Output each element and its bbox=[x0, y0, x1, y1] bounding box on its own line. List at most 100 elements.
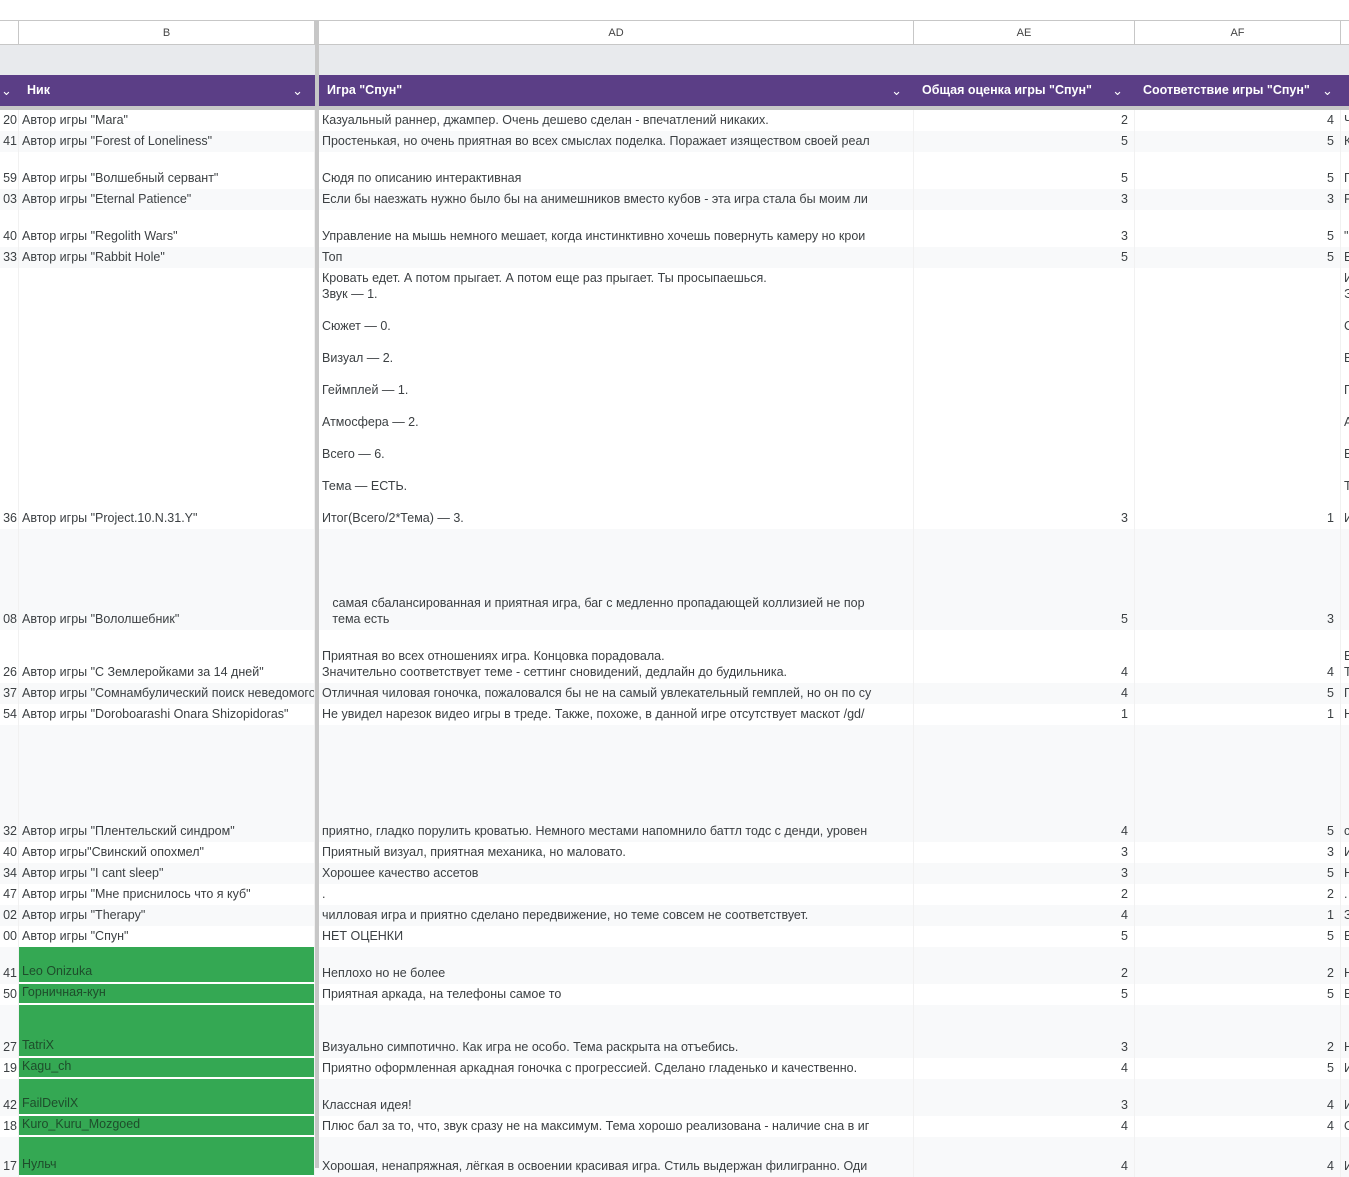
next-column-cell[interactable]: З bbox=[1341, 905, 1349, 926]
column-header-a[interactable] bbox=[0, 21, 19, 45]
nick-cell[interactable]: Автор игры "Forest of Loneliness" bbox=[19, 131, 315, 152]
nick-cell[interactable]: Автор игры "С Землеройками за 14 дней" bbox=[19, 630, 315, 683]
next-column-cell[interactable]: В Т bbox=[1341, 630, 1349, 683]
review-cell[interactable]: Неплохо но не более bbox=[319, 947, 914, 984]
chevron-down-icon[interactable]: ⌄ bbox=[891, 83, 902, 98]
nick-cell[interactable]: Автор игры "Eternal Patience" bbox=[19, 189, 315, 210]
row-number[interactable]: 32 bbox=[0, 725, 19, 842]
nick-cell[interactable]: Kagu_ch bbox=[19, 1058, 315, 1079]
row-number[interactable]: 40 bbox=[0, 210, 19, 247]
review-cell[interactable]: Приятный визуал, приятная механика, но м… bbox=[319, 842, 914, 863]
score-cell[interactable]: 3 bbox=[914, 189, 1135, 210]
row-number[interactable]: 36 bbox=[0, 268, 19, 529]
theme-cell[interactable]: 5 bbox=[1135, 984, 1341, 1005]
score-cell[interactable]: 5 bbox=[914, 247, 1135, 268]
review-cell[interactable]: Если бы наезжать нужно было бы на анимеш… bbox=[319, 189, 914, 210]
row-number[interactable]: 00 bbox=[0, 926, 19, 947]
score-cell[interactable]: 5 bbox=[914, 131, 1135, 152]
next-column-cell[interactable]: Р bbox=[1341, 189, 1349, 210]
score-cell[interactable]: 2 bbox=[914, 884, 1135, 905]
nick-cell[interactable]: Автор игры "Doroboarashi Onara Shizopido… bbox=[19, 704, 315, 725]
row-number[interactable]: 59 bbox=[0, 152, 19, 189]
score-cell[interactable]: 5 bbox=[914, 926, 1135, 947]
score-cell[interactable]: 3 bbox=[914, 210, 1135, 247]
next-column-cell[interactable]: И bbox=[1341, 1058, 1349, 1079]
theme-cell[interactable]: 5 bbox=[1135, 247, 1341, 268]
chevron-down-icon[interactable]: ⌄ bbox=[292, 83, 303, 98]
review-cell[interactable]: Приятная во всех отношениях игра. Концов… bbox=[319, 630, 914, 683]
theme-cell[interactable]: 1 bbox=[1135, 268, 1341, 529]
next-column-cell[interactable]: Н bbox=[1341, 947, 1349, 984]
next-column-cell[interactable] bbox=[1341, 529, 1349, 630]
score-cell[interactable]: 4 bbox=[914, 630, 1135, 683]
review-cell[interactable]: Классная идея! bbox=[319, 1079, 914, 1116]
nick-cell[interactable]: Автор игры "Вололшебник" bbox=[19, 529, 315, 630]
next-column-cell[interactable]: В bbox=[1341, 984, 1349, 1005]
nick-cell[interactable]: Автор игры "Плентельский синдром" bbox=[19, 725, 315, 842]
score-cell[interactable]: 4 bbox=[914, 1116, 1135, 1137]
review-cell[interactable]: Сюдя по описанию интерактивная bbox=[319, 152, 914, 189]
next-column-cell[interactable]: Е bbox=[1341, 247, 1349, 268]
review-cell[interactable]: Управление на мышь немного мешает, когда… bbox=[319, 210, 914, 247]
review-cell[interactable]: Плюс бал за то, что, звук сразу не на ма… bbox=[319, 1116, 914, 1137]
score-cell[interactable]: 5 bbox=[914, 984, 1135, 1005]
theme-cell[interactable]: 3 bbox=[1135, 189, 1341, 210]
chevron-down-icon[interactable]: ⌄ bbox=[1, 83, 12, 98]
next-column-cell[interactable]: Н bbox=[1341, 704, 1349, 725]
row-number[interactable]: 19 bbox=[0, 1058, 19, 1079]
next-column-cell[interactable]: . bbox=[1341, 884, 1349, 905]
review-cell[interactable]: Хорошая, ненапряжная, лёгкая в освоении … bbox=[319, 1137, 914, 1177]
score-cell[interactable]: 2 bbox=[914, 110, 1135, 131]
column-header-ad[interactable]: AD bbox=[319, 21, 914, 45]
frozen-divider[interactable] bbox=[0, 106, 1349, 110]
review-cell[interactable]: Приятная аркада, на телефоны самое то bbox=[319, 984, 914, 1005]
score-cell[interactable]: 5 bbox=[914, 152, 1135, 189]
score-cell[interactable]: 4 bbox=[914, 1058, 1135, 1079]
row-number[interactable]: 54 bbox=[0, 704, 19, 725]
review-cell[interactable]: Кровать едет. А потом прыгает. А потом е… bbox=[319, 268, 914, 529]
next-column-cell[interactable]: И bbox=[1341, 1137, 1349, 1177]
nick-cell[interactable]: Автор игры "Сомнамбулический поиск невед… bbox=[19, 683, 315, 704]
next-column-cell[interactable]: О bbox=[1341, 1116, 1349, 1137]
theme-cell[interactable]: 4 bbox=[1135, 1137, 1341, 1177]
review-cell[interactable]: Хорошее качество ассетов bbox=[319, 863, 914, 884]
theme-cell[interactable]: 4 bbox=[1135, 1079, 1341, 1116]
nick-cell[interactable]: FailDevilX bbox=[19, 1079, 315, 1116]
row-number[interactable]: 37 bbox=[0, 683, 19, 704]
theme-cell[interactable]: 2 bbox=[1135, 947, 1341, 984]
score-cell[interactable]: 5 bbox=[914, 529, 1135, 630]
nick-cell[interactable]: Автор игры"Свинский опохмел" bbox=[19, 842, 315, 863]
nick-cell[interactable]: Автор игры "Мне приснилось что я куб" bbox=[19, 884, 315, 905]
score-cell[interactable]: 3 bbox=[914, 1005, 1135, 1058]
row-number[interactable]: 47 bbox=[0, 884, 19, 905]
nick-cell[interactable]: Автор игры "Спун" bbox=[19, 926, 315, 947]
next-column-cell[interactable]: " bbox=[1341, 210, 1349, 247]
score-cell[interactable]: 4 bbox=[914, 725, 1135, 842]
column-header-ae[interactable]: AE bbox=[914, 21, 1135, 45]
nick-cell[interactable]: Автор игры "Regolith Wars" bbox=[19, 210, 315, 247]
next-column-cell[interactable]: Ч bbox=[1341, 110, 1349, 131]
theme-cell[interactable]: 5 bbox=[1135, 863, 1341, 884]
column-header-ag[interactable] bbox=[1341, 21, 1349, 45]
row-number[interactable]: 40 bbox=[0, 842, 19, 863]
nick-cell[interactable]: Нульч bbox=[19, 1137, 315, 1177]
review-cell[interactable]: Казуальный раннер, джампер. Очень дешево… bbox=[319, 110, 914, 131]
nick-cell[interactable]: Автор игры "I cant sleep" bbox=[19, 863, 315, 884]
nick-cell[interactable]: Автор игры "Mara" bbox=[19, 110, 315, 131]
frozen-column-divider[interactable] bbox=[315, 21, 319, 1168]
column-header-af[interactable]: AF bbox=[1135, 21, 1341, 45]
nick-cell[interactable]: Leo Onizuka bbox=[19, 947, 315, 984]
theme-cell[interactable]: 5 bbox=[1135, 683, 1341, 704]
row-number[interactable]: 17 bbox=[0, 1137, 19, 1177]
row-number[interactable]: 27 bbox=[0, 1005, 19, 1058]
chevron-down-icon[interactable]: ⌄ bbox=[1322, 83, 1333, 98]
review-cell[interactable]: Простенькая, но очень приятная во всех с… bbox=[319, 131, 914, 152]
row-number[interactable]: 03 bbox=[0, 189, 19, 210]
next-column-cell[interactable]: П bbox=[1341, 683, 1349, 704]
row-number[interactable]: 20 bbox=[0, 110, 19, 131]
review-cell[interactable]: Топ bbox=[319, 247, 914, 268]
row-number[interactable]: 02 bbox=[0, 905, 19, 926]
score-cell[interactable]: 1 bbox=[914, 704, 1135, 725]
review-cell[interactable]: Приятно оформленная аркадная гоночка с п… bbox=[319, 1058, 914, 1079]
review-cell[interactable]: самая сбалансированная и приятная игра, … bbox=[319, 529, 914, 630]
